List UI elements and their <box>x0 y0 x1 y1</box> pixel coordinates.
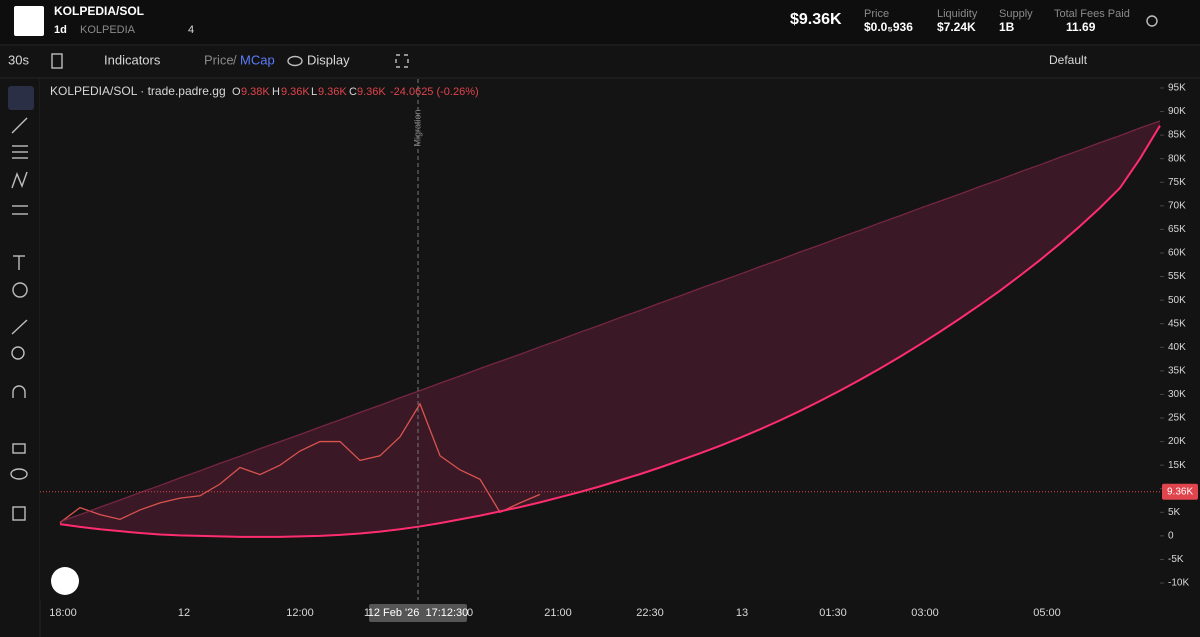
x-tick-label: 05:00 <box>1033 607 1061 619</box>
y-tick-label: 90K <box>1168 106 1186 117</box>
x-tick-label: 01:30 <box>819 607 847 619</box>
legend-key: C <box>349 86 357 98</box>
eye-icon[interactable] <box>287 55 303 67</box>
y-tick-label: 55K <box>1168 271 1186 282</box>
mcap-toggle[interactable]: MCap <box>240 52 275 67</box>
plot-area <box>40 79 1160 600</box>
y-tick-label: 30K <box>1168 389 1186 400</box>
y-tick-label: 95K <box>1168 83 1186 94</box>
watchers: 4 <box>188 24 194 36</box>
separator: / <box>233 52 237 67</box>
stat-label: Liquidity <box>937 8 978 20</box>
stat-label: Total Fees Paid <box>1054 8 1130 20</box>
y-tick-label: 70K <box>1168 200 1186 211</box>
x-tick-label: 03:00 <box>911 607 939 619</box>
y-tick-label: 35K <box>1168 365 1186 376</box>
series-line <box>59 120 1161 523</box>
token-logo[interactable] <box>14 6 44 36</box>
x-tick-label: 22:30 <box>636 607 664 619</box>
token-name: KOLPEDIA <box>80 24 136 36</box>
stat-label: Supply <box>999 8 1033 20</box>
legend-value: 9.36K <box>318 86 347 98</box>
y-tick-label: 60K <box>1168 248 1186 259</box>
legend-symbol: KOLPEDIA/SOL · trade.padre.gg <box>50 84 226 98</box>
legend-key: O <box>232 86 241 98</box>
y-tick-label: 80K <box>1168 153 1186 164</box>
stat-value: $0.0₅936 <box>864 20 913 34</box>
fullscreen-icon[interactable] <box>395 54 409 68</box>
migration-label: Migration <box>412 109 422 146</box>
candle-icon[interactable] <box>51 53 63 69</box>
y-tick-label: 65K <box>1168 224 1186 235</box>
stat-value: 11.69 <box>1066 20 1096 34</box>
crosshair-box <box>369 604 467 622</box>
interval: 1d <box>54 24 67 36</box>
pair-title[interactable]: KOLPEDIA/SOL <box>54 4 144 18</box>
y-tick-label: 25K <box>1168 413 1186 424</box>
y-tick-label: 5K <box>1168 507 1181 518</box>
stat-value: $7.24K <box>937 20 976 34</box>
last-price-label: 9.36K <box>1167 486 1193 497</box>
y-tick-label: 40K <box>1168 342 1186 353</box>
legend-change: -24.0625 (-0.26%) <box>390 86 479 98</box>
legend-value: 9.38K <box>241 86 270 98</box>
header-bar <box>0 0 1200 45</box>
last-price-box <box>1162 483 1198 500</box>
crosshair-label: 12 Feb '26 17:12:30 <box>368 607 469 619</box>
y-tick-label: 15K <box>1168 460 1186 471</box>
market-cap: $9.36K <box>790 11 842 28</box>
stat-label: Price <box>864 8 889 20</box>
timeframe[interactable]: 30s <box>8 52 29 67</box>
legend-key: H <box>272 86 280 98</box>
crosshair-tool[interactable] <box>8 86 34 110</box>
series-line <box>59 402 541 524</box>
y-tick-label: 50K <box>1168 295 1186 306</box>
tool-icons <box>10 117 28 521</box>
legend-value: 9.36K <box>357 86 386 98</box>
x-tick-label: 18:00 <box>49 607 77 619</box>
settings-icon[interactable] <box>1146 15 1158 27</box>
layout[interactable]: Default <box>1049 53 1088 67</box>
x-tick-label: 12:00 <box>286 607 314 619</box>
legend-value: 9.36K <box>281 86 310 98</box>
y-tick-label: 75K <box>1168 177 1186 188</box>
x-tick-label: 0 <box>467 607 473 619</box>
x-tick-label: 12 <box>178 607 190 619</box>
y-tick-label: -10K <box>1168 578 1189 589</box>
y-tick-label: -5K <box>1168 554 1184 565</box>
x-tick-label: 21:00 <box>544 607 572 619</box>
price-toggle[interactable]: Price <box>204 52 234 67</box>
stat-value: 1B <box>999 20 1015 34</box>
tv-logo[interactable] <box>51 567 79 595</box>
legend-key: L <box>311 86 317 98</box>
x-tick-label: 13 <box>736 607 748 619</box>
indicators[interactable]: Indicators <box>104 52 161 67</box>
channel-fill <box>60 120 1160 537</box>
y-tick-label: 85K <box>1168 130 1186 141</box>
display[interactable]: Display <box>307 52 350 67</box>
y-tick-label: 45K <box>1168 318 1186 329</box>
series-line <box>59 125 1161 538</box>
y-tick-label: 20K <box>1168 436 1186 447</box>
y-tick-label: 0 <box>1168 531 1174 542</box>
